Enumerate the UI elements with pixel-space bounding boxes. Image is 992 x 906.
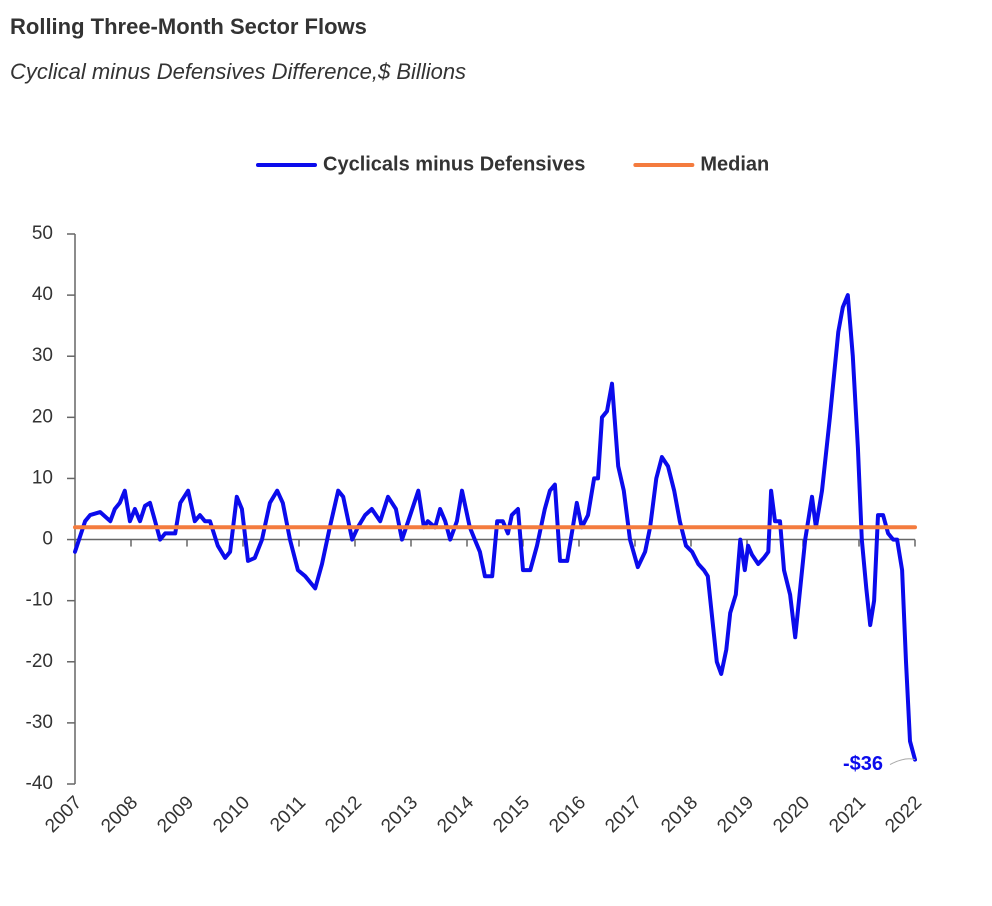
x-tick-label: 2016 (545, 792, 590, 837)
x-tick-label: 2021 (825, 792, 870, 837)
y-tick-label: 50 (32, 223, 53, 244)
y-tick-label: 20 (32, 406, 53, 427)
y-tick-label: -10 (26, 590, 53, 611)
y-tick-label: 40 (32, 284, 53, 305)
x-tick-label: 2020 (769, 792, 814, 837)
x-tick-label: 2011 (266, 792, 310, 836)
y-tick-label: -20 (26, 651, 53, 672)
y-tick-label: -30 (26, 712, 53, 733)
x-tick-label: 2013 (377, 792, 422, 837)
x-tick-label: 2022 (881, 792, 926, 837)
x-tick-label: 2018 (657, 792, 702, 837)
legend-label: Median (700, 153, 769, 175)
y-tick-label: 0 (42, 529, 53, 550)
x-tick-label: 2008 (97, 792, 142, 837)
x-tick-label: 2019 (713, 792, 758, 837)
y-tick-label: 30 (32, 345, 53, 366)
y-tick-label: -40 (26, 773, 53, 794)
x-tick-label: 2017 (601, 792, 646, 837)
x-tick-label: 2014 (433, 792, 478, 837)
chart-title: Rolling Three-Month Sector Flows (10, 14, 367, 39)
chart-subtitle: Cyclical minus Defensives Difference,$ B… (10, 59, 466, 84)
x-tick-label: 2010 (209, 792, 254, 837)
x-tick-label: 2015 (489, 792, 534, 837)
annotation: -$36 (843, 753, 883, 775)
y-tick-label: 10 (32, 467, 53, 488)
legend-label: Cyclicals minus Defensives (323, 153, 585, 175)
x-tick-label: 2012 (321, 792, 366, 837)
x-tick-label: 2009 (153, 792, 198, 837)
x-tick-label: 2007 (41, 792, 86, 837)
annotation-connector (889, 758, 916, 765)
